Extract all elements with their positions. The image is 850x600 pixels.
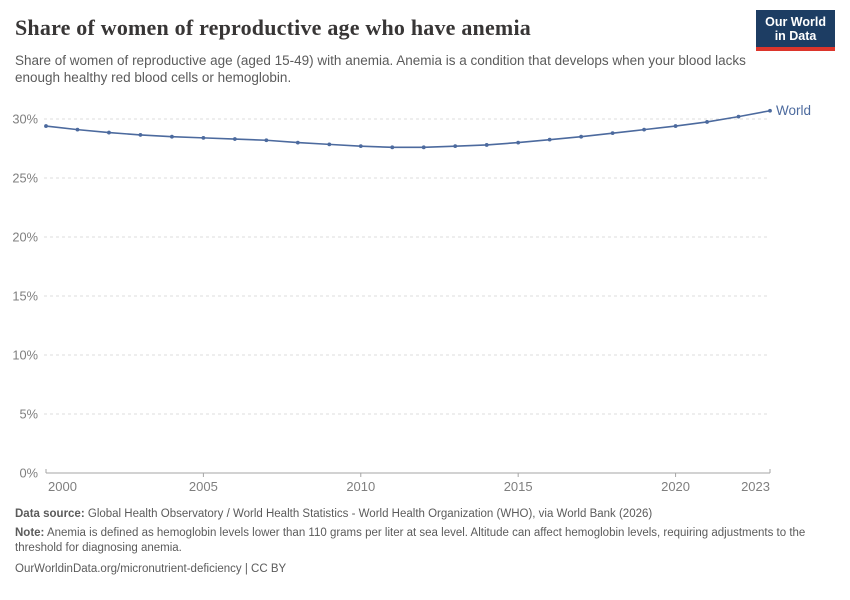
data-point-marker bbox=[736, 114, 741, 119]
chart-area: 0% 5% 10% 15% 20% 25% 30% 2000 2005 2010 2015 2020 2… bbox=[0, 95, 850, 500]
chart-canvas: 0% 5% 10% 15% 20% 25% 30% 2000 2005 2010 2015 2020 2… bbox=[12, 103, 811, 494]
y-tick-label: 0% bbox=[20, 466, 39, 481]
x-tick-label: 2023 bbox=[741, 479, 770, 494]
license-line: OurWorldinData.org/micronutrient-deficie… bbox=[15, 563, 287, 575]
data-point-marker bbox=[295, 140, 300, 145]
owid-logo-line1: Our World bbox=[765, 15, 826, 29]
x-tick-label: 2005 bbox=[189, 479, 218, 494]
note-line: Note: Anemia is defined as hemoglobin le… bbox=[15, 526, 825, 556]
chart-footer: Data source: Global Health Observatory /… bbox=[15, 507, 825, 577]
page-title: Share of women of reproductive age who h… bbox=[15, 15, 531, 40]
data-point-marker bbox=[327, 142, 332, 147]
data-point-marker bbox=[138, 133, 143, 137]
series-end-label: World bbox=[776, 103, 811, 118]
data-point-marker bbox=[547, 137, 552, 142]
data-point-marker bbox=[390, 145, 395, 150]
data-point-marker bbox=[484, 143, 489, 147]
x-tick-label: 2020 bbox=[661, 479, 690, 494]
data-point-marker bbox=[453, 144, 458, 149]
data-point-marker bbox=[579, 134, 584, 139]
x-tick-label: 2010 bbox=[346, 479, 375, 494]
x-tick-label: 2015 bbox=[504, 479, 533, 494]
owid-logo-line2: in Data bbox=[774, 29, 817, 43]
chart-subtitle: Share of women of reproductive age (aged… bbox=[15, 53, 746, 85]
data-point-marker bbox=[201, 135, 206, 140]
y-tick-label: 5% bbox=[20, 407, 39, 422]
data-source-line: Data source: Global Health Observatory /… bbox=[15, 507, 825, 522]
x-tick-label: 2000 bbox=[48, 479, 77, 494]
data-point-marker bbox=[673, 124, 678, 128]
data-point-marker bbox=[264, 138, 269, 143]
world-line bbox=[45, 109, 771, 149]
data-point-marker bbox=[768, 108, 772, 113]
note-text: Anemia is defined as hemoglobin levels l… bbox=[15, 527, 806, 554]
data-point-marker bbox=[232, 137, 237, 141]
data-source-text: Global Health Observatory / World Health… bbox=[87, 508, 653, 520]
data-source-label: Data source: bbox=[15, 508, 85, 520]
data-point-marker bbox=[75, 127, 80, 132]
data-point-marker bbox=[421, 145, 426, 150]
y-tick-label: 25% bbox=[12, 171, 38, 186]
y-tick-label: 30% bbox=[12, 112, 38, 127]
data-point-marker bbox=[705, 120, 709, 124]
note-label: Note: bbox=[15, 527, 45, 539]
y-tick-label: 15% bbox=[12, 289, 38, 304]
data-point-marker bbox=[642, 127, 646, 132]
data-point-marker bbox=[358, 144, 363, 149]
data-point-marker bbox=[610, 131, 615, 136]
y-tick-label: 10% bbox=[12, 348, 38, 363]
data-point-marker bbox=[170, 134, 174, 139]
data-point-marker bbox=[516, 140, 521, 145]
data-point-marker bbox=[44, 124, 48, 128]
owid-logo: Our World in Data bbox=[756, 10, 835, 51]
y-tick-label: 20% bbox=[12, 230, 38, 245]
data-point-marker bbox=[107, 130, 111, 135]
